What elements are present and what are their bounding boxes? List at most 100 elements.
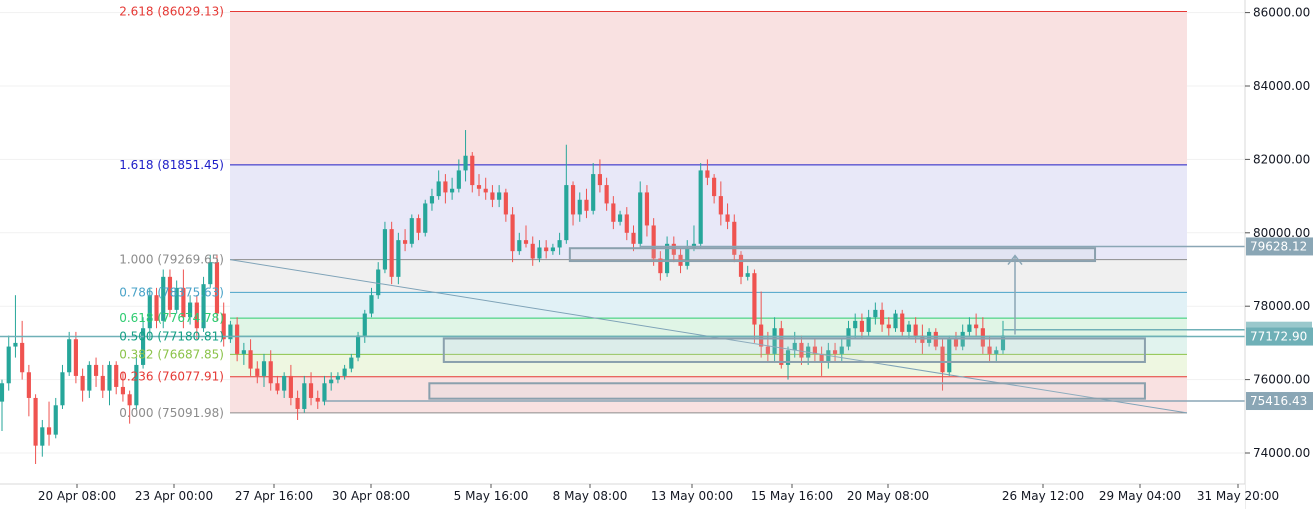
candle-body (725, 214, 730, 222)
candle-body (476, 185, 482, 189)
candle-body (80, 375, 85, 391)
candle-body (510, 214, 515, 252)
candle (214, 254, 220, 321)
candle (879, 302, 885, 332)
price-tag-box (1246, 327, 1313, 346)
candle-body (382, 229, 388, 270)
candle (261, 353, 267, 387)
candle-body (550, 247, 555, 252)
candle-body (900, 313, 905, 332)
time-tick-label: 13 May 00:00 (651, 489, 733, 503)
candle (732, 214, 737, 263)
fib-level-label: 2.618 (86029.13) (119, 5, 224, 19)
candle (987, 335, 992, 362)
candle-body (967, 324, 972, 332)
arrow-head (1007, 254, 1023, 266)
candle-body (194, 302, 199, 329)
candle-body (100, 375, 105, 391)
candle-body (20, 342, 25, 373)
candle-body (228, 324, 233, 340)
candle (396, 232, 401, 285)
price-tick-label: 86000.00 (1253, 6, 1310, 20)
candle (241, 342, 246, 365)
candle-body (308, 383, 314, 398)
candle (785, 346, 791, 380)
candle (167, 269, 173, 318)
candle-body (275, 383, 280, 391)
mid-zone (442, 337, 1146, 363)
candle (409, 214, 414, 248)
fib-level-label: 0.786 (78375.63) (119, 285, 224, 299)
price-tick-label: 80000.00 (1253, 226, 1310, 240)
candle (67, 331, 72, 376)
candle-body (268, 361, 273, 384)
candle-body (53, 405, 58, 435)
candle-body (167, 276, 173, 310)
fib-label-layer: 2.618 (86029.13) 1.618 (81851.45) 1.000 (7… (119, 5, 224, 420)
candle-body (342, 368, 347, 376)
candle-body (329, 379, 334, 384)
candle (154, 287, 159, 329)
candle (658, 251, 663, 281)
candle (382, 221, 388, 274)
candle (994, 346, 999, 362)
fib-level-layer (230, 11, 1187, 414)
candle (698, 163, 703, 248)
candle (275, 375, 280, 395)
candle (523, 225, 529, 248)
candle-body (1000, 335, 1006, 351)
candle-body (147, 295, 152, 329)
candle-body (369, 295, 374, 314)
resistance-zone (568, 247, 1097, 263)
time-tick-label: 23 Apr 00:00 (135, 489, 213, 503)
time-axis-background (0, 484, 1245, 509)
candle (611, 196, 616, 230)
candle (866, 309, 871, 336)
candle (503, 188, 508, 222)
candle (577, 192, 582, 222)
candle (443, 174, 448, 204)
candle-body (691, 243, 697, 248)
candle (322, 375, 327, 406)
fib-band (230, 292, 1187, 319)
candle-body (785, 350, 791, 365)
candle (389, 221, 394, 285)
candle (221, 302, 226, 347)
candle-body (537, 247, 542, 259)
candle-body (248, 350, 253, 369)
candle (638, 181, 643, 248)
candle (859, 313, 865, 340)
candle-body (927, 331, 932, 343)
candle-body (530, 243, 535, 259)
candle-body (456, 170, 461, 189)
candle (228, 320, 233, 343)
candle (476, 174, 482, 197)
candle-body (685, 247, 690, 266)
candle (376, 262, 381, 299)
candle-body (745, 273, 750, 277)
price-tag-label: 75416.43 (1250, 394, 1307, 408)
time-tick-label: 31 May 20:00 (1197, 489, 1279, 503)
candle (423, 199, 428, 237)
candle-body (470, 155, 475, 186)
candle-body (315, 397, 320, 402)
fib-level-label: 0.000 (75091.98) (119, 406, 224, 420)
candle-body (255, 368, 260, 376)
candle-body (241, 350, 246, 354)
candle (940, 339, 945, 391)
candle (550, 243, 555, 255)
candle (631, 225, 636, 252)
candle-body (389, 229, 394, 277)
candle-body (994, 350, 999, 354)
candle-body (698, 170, 703, 244)
candle (450, 177, 455, 200)
candle-body (295, 397, 300, 409)
time-tick-label: 5 May 16:00 (454, 489, 529, 503)
candle-body (772, 328, 777, 354)
candle (60, 364, 65, 409)
candle-body (799, 342, 804, 358)
candle-body (591, 174, 596, 211)
candle (893, 309, 898, 332)
candle-body (638, 192, 643, 244)
